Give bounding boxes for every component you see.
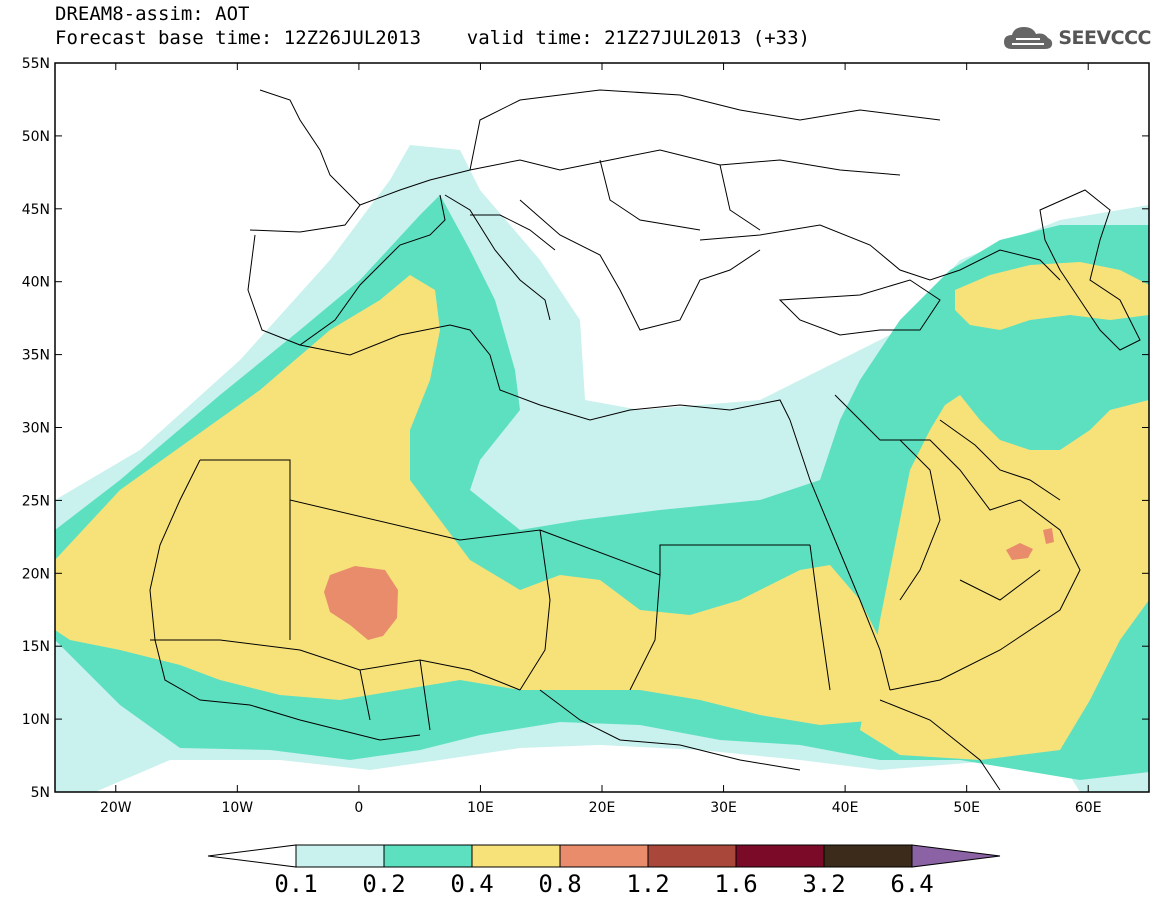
aot-band-0.4-west (55, 275, 885, 725)
aot-band-0.4-north (955, 262, 1149, 330)
lon-tick-label: 40E (832, 800, 859, 816)
lat-tick-label: 40N (22, 275, 50, 291)
aot-band-0.8-sahel (324, 566, 398, 640)
lat-tick-label: 50N (22, 129, 50, 145)
lon-tick-label: 10E (467, 800, 494, 816)
lon-tick-label: 20W (100, 800, 132, 816)
lat-tick-label: 10N (22, 712, 50, 728)
colorbar-label: 6.4 (890, 870, 934, 898)
colorbar-segment (823, 844, 913, 868)
lon-tick-label: 60E (1075, 800, 1102, 816)
lon-tick-label: 30E (710, 800, 737, 816)
colorbar-over (911, 844, 1001, 868)
colorbar-segment (383, 844, 473, 868)
colorbar (207, 844, 1001, 868)
axis-ticks: 55N 50N 45N 40N 35N 30N 25N 20N 15N 10N 5N 20W 10W 0 1… (22, 56, 1149, 816)
colorbar-segment (735, 844, 825, 868)
colorbar-segment (295, 844, 385, 868)
lon-tick-label: 10W (221, 800, 253, 816)
colorbar-under (207, 844, 297, 868)
cloud-icon (1004, 27, 1053, 49)
colorbar-label: 0.8 (538, 870, 582, 898)
colorbar-label: 1.2 (626, 870, 670, 898)
lat-tick-label: 55N (22, 56, 50, 72)
lon-tick-label: 20E (589, 800, 616, 816)
lon-tick-label: 0 (354, 800, 363, 816)
lat-tick-label: 25N (22, 493, 50, 509)
logo: SEEVCCC (1002, 24, 1151, 52)
aot-band-0.8-oman (1006, 543, 1033, 560)
colorbar-segment (647, 844, 737, 868)
lat-tick-label: 5N (31, 785, 50, 801)
colorbar-label: 0.1 (274, 870, 318, 898)
coastlines (149, 89, 1141, 791)
chart-subtitle: Forecast base time: 12Z26JUL2013 valid t… (55, 27, 810, 49)
aot-contours (55, 63, 1149, 792)
lat-tick-label: 35N (22, 348, 50, 364)
lat-tick-label: 45N (22, 202, 50, 218)
chart-title: DREAM8-assim: AOT (55, 3, 250, 25)
lat-tick-label: 30N (22, 421, 50, 437)
colorbar-label: 0.2 (362, 870, 406, 898)
lat-tick-label: 15N (22, 639, 50, 655)
logo-text: SEEVCCC (1058, 27, 1151, 49)
colorbar-label: 0.4 (450, 870, 494, 898)
colorbar-segment (471, 844, 561, 868)
lon-tick-label: 50E (953, 800, 980, 816)
lat-tick-label: 20N (22, 566, 50, 582)
aot-band-0.4-arabia (860, 395, 1149, 760)
colorbar-segment (559, 844, 649, 868)
aot-band-0.8-oman-2 (1043, 528, 1054, 544)
colorbar-label: 1.6 (714, 870, 758, 898)
colorbar-label: 3.2 (802, 870, 846, 898)
